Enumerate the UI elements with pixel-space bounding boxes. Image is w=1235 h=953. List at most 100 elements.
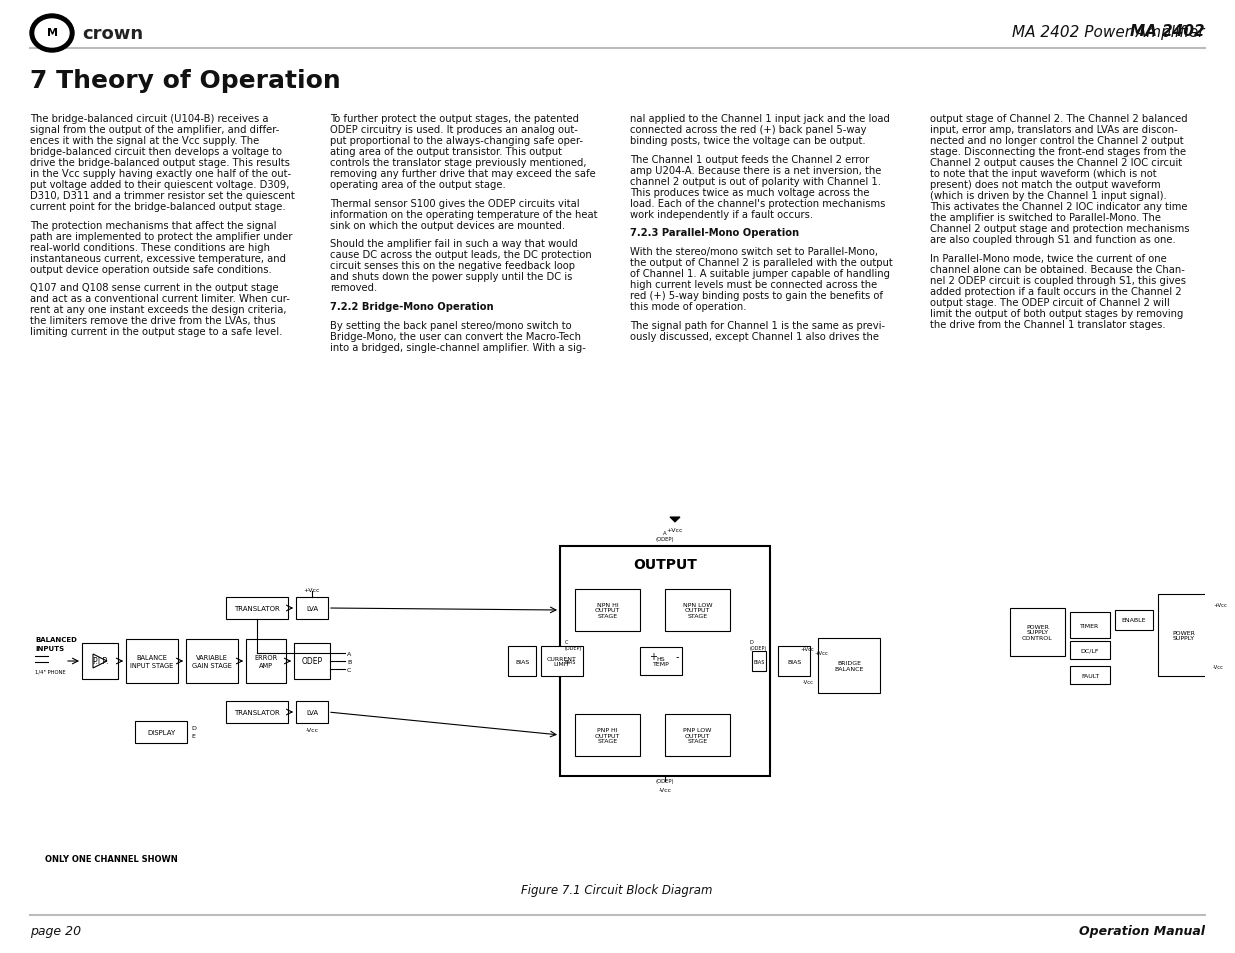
Text: nel 2 ODEP circuit is coupled through S1, this gives: nel 2 ODEP circuit is coupled through S1… — [930, 275, 1186, 285]
Text: removed.: removed. — [330, 283, 377, 294]
Text: BALANCE
INPUT STAGE: BALANCE INPUT STAGE — [131, 655, 174, 668]
Bar — [1158, 595, 1210, 677]
Text: The Channel 1 output feeds the Channel 2 error: The Channel 1 output feeds the Channel 2… — [630, 154, 869, 165]
Text: crown: crown — [82, 25, 143, 43]
Text: Should the amplifier fail in such a way that would: Should the amplifier fail in such a way … — [330, 239, 578, 249]
Polygon shape — [93, 655, 107, 668]
Text: +Vcc: +Vcc — [800, 646, 814, 651]
Text: limit the output of both output stages by removing: limit the output of both output stages b… — [930, 309, 1183, 318]
Text: +Vcc: +Vcc — [304, 587, 320, 592]
Text: (which is driven by the Channel 1 input signal).: (which is driven by the Channel 1 input … — [930, 191, 1167, 201]
Text: instantaneous current, excessive temperature, and: instantaneous current, excessive tempera… — [30, 253, 287, 263]
Bar — [246, 639, 287, 683]
Text: put voltage added to their quiescent voltage. D309,: put voltage added to their quiescent vol… — [30, 180, 289, 190]
Text: this mode of operation.: this mode of operation. — [630, 302, 746, 312]
Text: and act as a conventional current limiter. When cur-: and act as a conventional current limite… — [30, 294, 290, 304]
Text: POWER
SUPPLY
CONTROL: POWER SUPPLY CONTROL — [1023, 624, 1053, 640]
Text: to note that the input waveform (which is not: to note that the input waveform (which i… — [930, 169, 1157, 179]
Text: the output of Channel 2 is paralleled with the output: the output of Channel 2 is paralleled wi… — [630, 258, 893, 268]
Bar — [818, 639, 881, 693]
Bar — [508, 646, 536, 677]
Text: MA 2402: MA 2402 — [1130, 25, 1205, 39]
Text: and shuts down the power supply until the DC is: and shuts down the power supply until th… — [330, 273, 572, 282]
Text: output device operation outside safe conditions.: output device operation outside safe con… — [30, 264, 272, 274]
Text: This activates the Channel 2 IOC indicator any time: This activates the Channel 2 IOC indicat… — [930, 202, 1188, 212]
Text: BIAS: BIAS — [515, 659, 529, 664]
Text: A: A — [347, 651, 351, 656]
Text: Thermal sensor S100 gives the ODEP circuits vital: Thermal sensor S100 gives the ODEP circu… — [330, 198, 579, 209]
Text: input, error amp, translators and LVAs are discon-: input, error amp, translators and LVAs a… — [930, 125, 1178, 135]
Text: BRIDGE
BALANCE: BRIDGE BALANCE — [835, 660, 863, 671]
Text: ERROR
AMP: ERROR AMP — [254, 655, 278, 668]
Bar — [296, 701, 329, 723]
Bar — [576, 714, 640, 757]
Text: -Vcc: -Vcc — [1213, 664, 1224, 669]
Text: TRANSLATOR: TRANSLATOR — [235, 709, 280, 716]
Text: page 20: page 20 — [30, 924, 82, 938]
Text: ating area of the output transistor. This output: ating area of the output transistor. Thi… — [330, 147, 562, 157]
Text: are also coupled through S1 and function as one.: are also coupled through S1 and function… — [930, 234, 1176, 245]
Text: drive the bridge-balanced output stage. This results: drive the bridge-balanced output stage. … — [30, 158, 290, 168]
Text: With the stereo/mono switch set to Parallel-Mono,: With the stereo/mono switch set to Paral… — [630, 247, 878, 256]
Text: 1/4" PHONE: 1/4" PHONE — [35, 669, 65, 674]
Text: +Vcc: +Vcc — [667, 527, 683, 533]
Text: TIMER: TIMER — [1081, 623, 1099, 628]
Text: circuit senses this on the negative feedback loop: circuit senses this on the negative feed… — [330, 261, 576, 271]
Text: cause DC across the output leads, the DC protection: cause DC across the output leads, the DC… — [330, 250, 592, 260]
Text: VARIABLE
GAIN STAGE: VARIABLE GAIN STAGE — [193, 655, 232, 668]
Text: C
(ODEP): C (ODEP) — [564, 639, 582, 650]
Text: FAULT: FAULT — [1081, 673, 1099, 678]
Text: MA 2402 Power Amplifier: MA 2402 Power Amplifier — [1013, 25, 1205, 39]
Text: rent at any one instant exceeds the design criteria,: rent at any one instant exceeds the desi… — [30, 305, 287, 315]
Text: controls the translator stage previously mentioned,: controls the translator stage previously… — [330, 158, 587, 168]
Bar — [1010, 608, 1065, 657]
Text: channel 2 output is out of polarity with Channel 1.: channel 2 output is out of polarity with… — [630, 176, 881, 187]
Text: BALANCED: BALANCED — [35, 637, 77, 642]
Text: To further protect the output stages, the patented: To further protect the output stages, th… — [330, 113, 579, 124]
Bar — [1070, 641, 1110, 659]
Text: -: - — [676, 651, 679, 661]
Text: -Vcc: -Vcc — [305, 727, 319, 732]
Text: DC/LF: DC/LF — [1081, 648, 1099, 653]
Text: ODEP: ODEP — [301, 657, 322, 666]
Text: +Vcc: +Vcc — [814, 650, 827, 656]
Text: NPN LOW
OUTPUT
STAGE: NPN LOW OUTPUT STAGE — [683, 602, 713, 618]
Text: M: M — [47, 28, 58, 38]
Text: Figure 7.1 Circuit Block Diagram: Figure 7.1 Circuit Block Diagram — [521, 883, 713, 897]
Text: information on the operating temperature of the heat: information on the operating temperature… — [330, 210, 598, 219]
Text: channel alone can be obtained. Because the Chan-: channel alone can be obtained. Because t… — [930, 264, 1184, 274]
Text: A
(ODEP): A (ODEP) — [656, 531, 674, 541]
Text: ences it with the signal at the Vcc supply. The: ences it with the signal at the Vcc supp… — [30, 136, 259, 146]
Text: -Vcc: -Vcc — [658, 787, 672, 792]
Text: output stage of Channel 2. The Channel 2 balanced: output stage of Channel 2. The Channel 2… — [930, 113, 1188, 124]
Bar — [226, 701, 288, 723]
Bar — [1070, 613, 1110, 639]
Text: E: E — [191, 734, 195, 739]
Text: 7.2.3 Parallel-Mono Operation: 7.2.3 Parallel-Mono Operation — [630, 228, 799, 238]
Text: path are implemented to protect the amplifier under: path are implemented to protect the ampl… — [30, 232, 293, 241]
Text: LVA: LVA — [306, 709, 319, 716]
Text: of Channel 1. A suitable jumper capable of handling: of Channel 1. A suitable jumper capable … — [630, 269, 890, 279]
Bar — [1070, 666, 1110, 684]
Text: D
(ODEP): D (ODEP) — [750, 639, 767, 650]
Text: In Parallel-Mono mode, twice the current of one: In Parallel-Mono mode, twice the current… — [930, 253, 1167, 263]
Text: sink on which the output devices are mounted.: sink on which the output devices are mou… — [330, 220, 566, 231]
Text: the amplifier is switched to Parallel-Mono. The: the amplifier is switched to Parallel-Mo… — [930, 213, 1161, 223]
Text: PNP LOW
OUTPUT
STAGE: PNP LOW OUTPUT STAGE — [683, 727, 711, 743]
Text: +Vcc: +Vcc — [1213, 602, 1226, 607]
Bar — [778, 646, 810, 677]
Bar — [640, 647, 682, 676]
Text: present) does not match the output waveform: present) does not match the output wavef… — [930, 180, 1161, 190]
Polygon shape — [671, 517, 680, 522]
Text: The signal path for Channel 1 is the same as previ-: The signal path for Channel 1 is the sam… — [630, 320, 885, 331]
Text: signal from the output of the amplifier, and differ-: signal from the output of the amplifier,… — [30, 125, 279, 135]
Text: added protection if a fault occurs in the Channel 2: added protection if a fault occurs in th… — [930, 287, 1182, 296]
Text: limiting current in the output stage to a safe level.: limiting current in the output stage to … — [30, 327, 283, 337]
Text: +: + — [650, 651, 657, 661]
Text: (ODEP): (ODEP) — [656, 779, 674, 783]
Text: Q107 and Q108 sense current in the output stage: Q107 and Q108 sense current in the outpu… — [30, 283, 279, 294]
Bar — [752, 651, 766, 671]
Text: ENABLE: ENABLE — [1121, 618, 1146, 623]
Text: removing any further drive that may exceed the safe: removing any further drive that may exce… — [330, 169, 595, 179]
Text: bridge-balanced circuit then develops a voltage to: bridge-balanced circuit then develops a … — [30, 147, 282, 157]
